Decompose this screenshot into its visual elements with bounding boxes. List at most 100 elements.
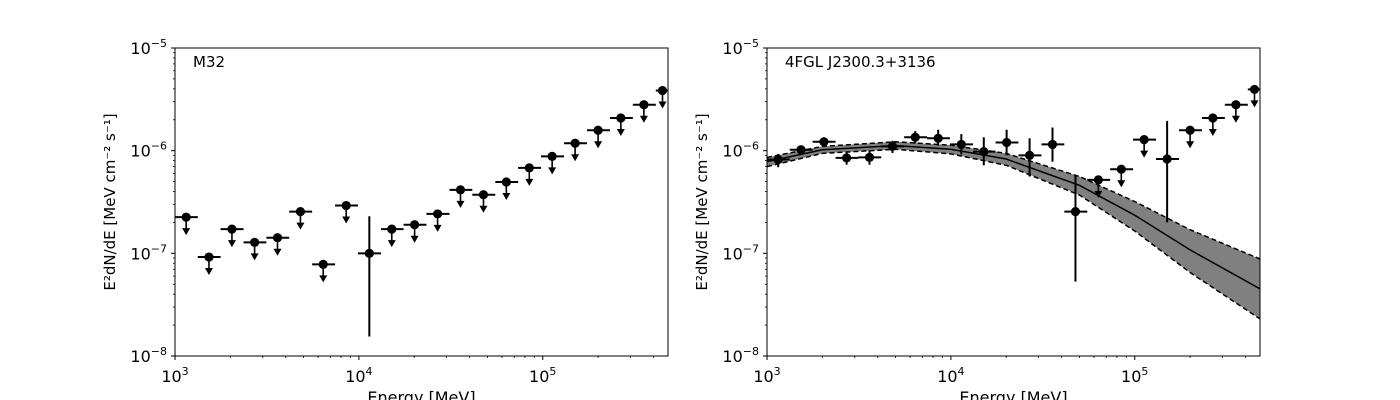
data-marker [295,206,306,217]
data-point [1178,125,1202,149]
data-marker [227,224,237,234]
data-point [312,259,336,283]
data-point [904,131,928,144]
data-marker [956,139,966,150]
data-marker [501,177,511,187]
data-point [381,224,404,248]
data-point [335,200,358,224]
data-marker [1231,100,1241,110]
axes-frame [766,47,1261,357]
y-tick-label: 10−5 [130,37,167,58]
data-point [586,125,610,149]
data-point [1155,120,1179,223]
upper-limit-arrow-icon [273,248,282,256]
data-marker [1208,113,1218,123]
upper-limit-arrow-icon [616,129,625,137]
data-point [1110,164,1134,188]
data-marker [773,154,783,165]
panel-1: 103 104 105 10−8 10−7 10−6 10−5 M32 Energy [MeV]… [101,37,669,400]
data-marker [639,100,649,110]
data-marker [933,133,943,143]
data-point [927,129,950,146]
panel-annotation: 4FGL J2300.3+3136 [785,53,936,71]
upper-limit-arrow-icon [571,154,580,162]
upper-limit-arrow-icon [387,240,396,248]
data-point [1018,138,1042,177]
data-marker [979,146,989,157]
data-point [1201,113,1225,137]
data-marker [387,224,397,234]
x-axis-label: Energy [MeV] [959,388,1067,400]
x-tick-label: 105 [1121,365,1148,386]
data-point [973,137,996,166]
model-uncertainty-band [767,141,1260,319]
data-marker [547,151,557,161]
data-marker [1185,125,1195,135]
data-marker [341,200,351,211]
x-tick-label: 103 [161,365,188,386]
y-axis-ticks: 10−8 10−7 10−6 10−5 [130,37,175,366]
data-marker [1116,164,1126,174]
data-point [220,224,244,248]
x-axis-ticks: 103 104 105 [753,356,1246,386]
data-point [541,151,564,175]
data-marker [204,252,214,262]
data-marker [887,141,898,152]
data-point [1041,127,1065,162]
upper-limit-arrow-icon [227,240,236,248]
model-best-fit-line [767,144,1260,290]
y-tick-label: 10−8 [130,345,167,366]
x-tick-label: 104 [937,365,964,386]
x-tick-label: 103 [753,365,780,386]
data-point [949,134,974,155]
upper-limit-arrow-icon [250,253,259,261]
data-marker [1070,206,1081,217]
data-marker [1024,150,1035,160]
data-marker [796,145,806,155]
data-marker [616,113,626,123]
upper-limit-arrow-icon [479,205,488,213]
data-point [835,151,859,165]
data-point [175,212,198,236]
x-axis-label: Energy [MeV] [367,388,475,400]
y-tick-label: 10−7 [722,242,759,263]
upper-limit-arrow-icon [639,115,648,123]
data-point [289,206,313,230]
x-tick-label: 104 [345,365,372,386]
data-point [812,137,836,147]
data-point [995,129,1019,156]
upper-limit-arrow-icon [456,200,465,208]
upper-limit-arrow-icon [1140,150,1149,158]
data-point [767,153,790,168]
data-marker [1047,139,1058,150]
data-point [472,190,496,213]
data-marker [455,185,466,195]
y-axis-label: E²dN/dE [MeV cm⁻² s⁻¹] [693,113,711,290]
data-marker [318,259,328,270]
x-axis-ticks: 103 104 105 [161,356,654,386]
data-marker [864,152,875,162]
data-marker [819,137,829,147]
data-marker [364,248,374,258]
data-point [426,209,450,232]
upper-limit-arrow-icon [548,167,557,175]
data-marker [181,212,191,222]
upper-limit-arrow-icon [1186,141,1195,149]
plot-area [767,84,1260,320]
data-point [197,252,221,276]
data-marker [410,220,420,230]
y-tick-label: 10−6 [722,140,759,161]
data-marker [1249,84,1260,95]
y-tick-label: 10−6 [130,140,167,161]
data-marker [478,190,489,200]
upper-limit-arrow-icon [658,101,667,109]
upper-limit-arrow-icon [1094,190,1103,198]
x-tick-label: 105 [529,365,556,386]
y-tick-label: 10−8 [722,345,759,366]
y-axis-label: E²dN/dE [MeV cm⁻² s⁻¹] [101,113,119,290]
data-marker [1139,135,1149,145]
upper-limit-arrow-icon [1250,100,1259,108]
data-point [495,177,519,201]
data-point [243,237,267,261]
